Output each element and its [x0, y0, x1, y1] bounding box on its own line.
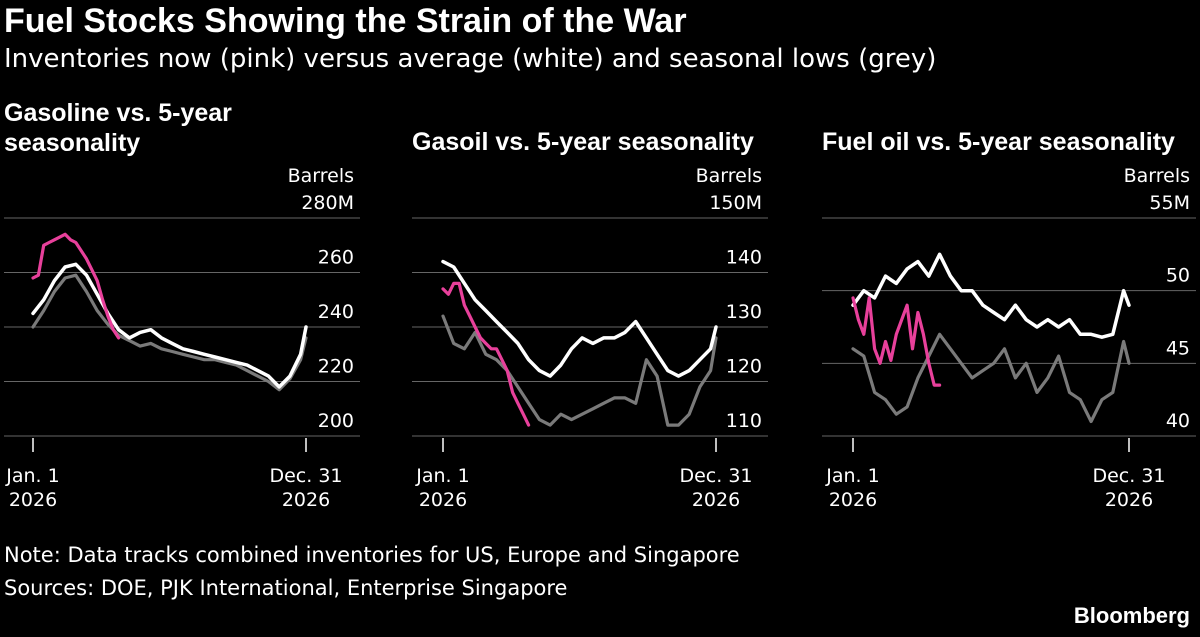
- gasoline-x-tick-year: 2026: [9, 489, 57, 511]
- fuel-oil-y-tick-label: 50: [1166, 265, 1190, 287]
- gasoline-y-tick-label: 260: [318, 247, 354, 269]
- fuel-oil-y-tick-label: 55M: [1149, 192, 1190, 214]
- chart-subtitle: Inventories now (pink) versus average (w…: [4, 44, 937, 74]
- gasoil-y-tick-label: 130: [726, 301, 762, 323]
- fuel-oil-series-now: [851, 296, 942, 387]
- fuel-oil-unit-label: Barrels: [1124, 165, 1190, 187]
- gasoil-series-low: [441, 314, 718, 427]
- gasoline-x-tick-label: Jan. 1: [5, 465, 59, 487]
- gasoline-y-tick-label: 200: [318, 410, 354, 432]
- fuel-oil-y-tick-label: 45: [1166, 337, 1190, 359]
- gasoline-series-low: [31, 273, 308, 392]
- gasoil-x-tick-year: 2026: [419, 489, 467, 511]
- chart-title: Fuel Stocks Showing the Strain of the Wa…: [4, 2, 687, 40]
- gasoil-x-tick-year: 2026: [692, 489, 740, 511]
- fuel-oil-x-tick-year: 2026: [1105, 489, 1153, 511]
- gasoline-y-tick-label: 280M: [301, 192, 354, 214]
- fuel-oil-x-tick-year: 2026: [829, 489, 877, 511]
- gasoil-x-tick-label: Dec. 31: [679, 465, 752, 487]
- gasoline-y-tick-label: 240: [318, 301, 354, 323]
- panel-title-fuel-oil: Fuel oil vs. 5-year seasonality: [822, 128, 1175, 156]
- fuel-oil-series-average: [851, 252, 1131, 339]
- gasoline-series-average: [31, 262, 308, 389]
- gasoil-x-tick-label: Jan. 1: [415, 465, 469, 487]
- gasoline-series-now: [31, 232, 121, 340]
- fuel-oil-y-tick-label: 40: [1166, 410, 1190, 432]
- gasoline-y-tick-label: 220: [318, 356, 354, 378]
- brand-logo-text: Bloomberg: [1073, 603, 1190, 628]
- footnote-note: Note: Data tracks combined inventories f…: [4, 543, 740, 567]
- gasoil-y-tick-label: 140: [726, 247, 762, 269]
- panel-title-gasoline: Gasoline vs. 5-year seasonality: [4, 99, 232, 157]
- fuel-oil-x-tick-label: Jan. 1: [825, 465, 879, 487]
- gasoil-y-tick-label: 120: [726, 356, 762, 378]
- panel-title-gasoil: Gasoil vs. 5-year seasonality: [412, 128, 754, 156]
- gasoil-unit-label: Barrels: [696, 165, 762, 187]
- fuel-oil-series-low: [851, 332, 1131, 424]
- gasoil-series-now: [441, 281, 531, 427]
- fuel-oil-x-tick-label: Dec. 31: [1092, 465, 1165, 487]
- gasoline-x-tick-label: Dec. 31: [269, 465, 342, 487]
- gasoline-unit-label: Barrels: [288, 165, 354, 187]
- gasoline-x-tick-year: 2026: [282, 489, 330, 511]
- gasoil-series-average: [441, 259, 718, 378]
- gasoil-y-tick-label: 150M: [709, 192, 762, 214]
- footnote-sources: Sources: DOE, PJK International, Enterpr…: [4, 576, 568, 600]
- gasoil-y-tick-label: 110: [726, 410, 762, 432]
